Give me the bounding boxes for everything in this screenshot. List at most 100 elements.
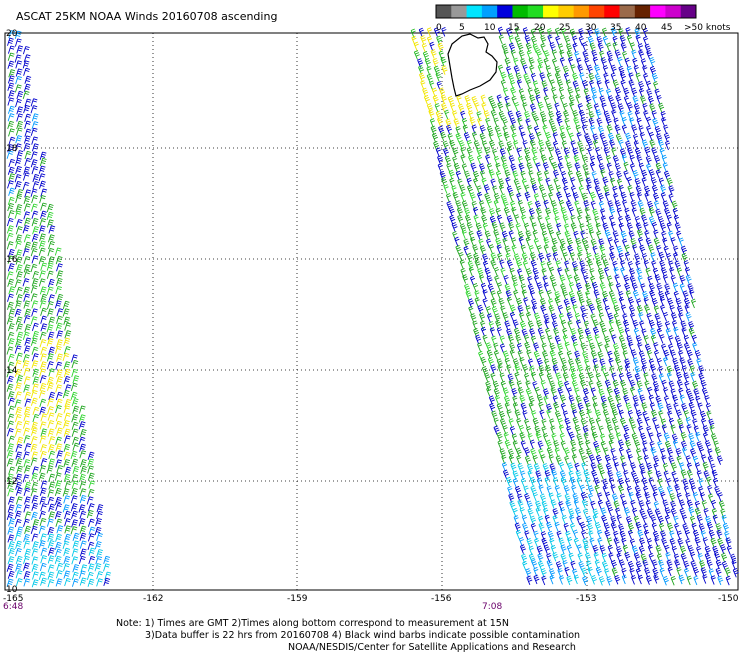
wind-barb bbox=[609, 365, 615, 376]
wind-barb bbox=[515, 223, 521, 233]
wind-barb bbox=[647, 544, 653, 555]
wind-barb bbox=[537, 101, 544, 112]
wind-barb bbox=[676, 230, 682, 241]
wind-barb bbox=[623, 161, 629, 172]
wind-barb bbox=[63, 435, 71, 444]
wind-barb bbox=[616, 207, 622, 218]
wind-barb bbox=[572, 72, 579, 83]
wind-barb bbox=[30, 488, 38, 497]
wind-barb bbox=[547, 184, 554, 194]
wind-barb bbox=[15, 406, 23, 416]
wind-barb bbox=[677, 418, 684, 428]
wind-barb bbox=[633, 402, 639, 412]
wind-barb bbox=[516, 259, 523, 270]
wind-barb bbox=[23, 540, 31, 549]
wind-barb bbox=[38, 240, 46, 249]
wind-barb bbox=[543, 95, 549, 106]
wind-barb bbox=[604, 379, 611, 390]
wind-barb bbox=[669, 304, 675, 315]
wind-barb bbox=[500, 71, 507, 82]
wind-barb bbox=[569, 252, 576, 262]
wind-barb bbox=[523, 73, 530, 83]
wind-barb bbox=[15, 570, 23, 579]
wind-barb bbox=[645, 575, 652, 585]
wind-barb bbox=[562, 372, 569, 382]
wind-barb bbox=[461, 163, 467, 173]
wind-barb bbox=[631, 207, 637, 217]
wind-barb bbox=[31, 300, 39, 309]
wind-barb bbox=[500, 79, 506, 90]
wind-barb bbox=[502, 312, 509, 322]
wind-barb bbox=[498, 140, 505, 151]
wind-barb bbox=[474, 297, 480, 307]
wind-barb bbox=[633, 515, 639, 526]
wind-barb bbox=[31, 308, 38, 317]
wind-barb bbox=[64, 577, 71, 587]
wind-barb bbox=[573, 230, 579, 241]
wind-barb bbox=[493, 417, 499, 427]
wind-barb bbox=[441, 176, 448, 187]
wind-barb bbox=[634, 147, 641, 158]
wind-barb bbox=[572, 109, 579, 120]
wind-barb bbox=[623, 87, 630, 98]
wind-barb bbox=[23, 451, 30, 460]
wind-barb bbox=[477, 267, 484, 278]
wind-barb bbox=[626, 102, 633, 112]
wind-barb bbox=[31, 210, 39, 219]
legend-label: 45 bbox=[661, 23, 672, 33]
wind-barb bbox=[499, 259, 505, 270]
wind-barb bbox=[657, 515, 664, 526]
wind-barb bbox=[615, 356, 622, 367]
wind-barb bbox=[15, 286, 23, 296]
wind-barb bbox=[629, 275, 636, 285]
wind-barb bbox=[640, 469, 646, 479]
wind-barb bbox=[663, 395, 670, 406]
wind-barb bbox=[539, 409, 545, 420]
wind-barb bbox=[23, 166, 31, 175]
wind-barb bbox=[506, 141, 513, 151]
wind-barb bbox=[535, 162, 541, 172]
wind-barb bbox=[39, 435, 47, 444]
wind-barb bbox=[676, 342, 683, 352]
wind-barb bbox=[639, 537, 646, 548]
wind-barb bbox=[524, 111, 531, 121]
wind-barb bbox=[517, 42, 524, 53]
wind-barb bbox=[575, 357, 582, 367]
wind-barb bbox=[15, 443, 23, 453]
lon-label-156: -156 bbox=[431, 594, 452, 604]
wind-barb bbox=[680, 545, 687, 556]
wind-barb bbox=[48, 391, 56, 401]
wind-barb bbox=[627, 147, 634, 157]
wind-barb bbox=[670, 312, 677, 322]
wind-barb bbox=[24, 120, 31, 129]
wind-barb bbox=[508, 42, 515, 53]
wind-barb bbox=[466, 221, 473, 232]
wind-barb bbox=[643, 73, 649, 83]
wind-barb bbox=[666, 177, 673, 188]
wind-barb bbox=[103, 555, 111, 565]
wind-barb bbox=[497, 101, 504, 112]
wind-barb bbox=[602, 409, 609, 419]
wind-barb bbox=[595, 417, 601, 428]
wind-barb bbox=[732, 567, 739, 578]
wind-barb bbox=[542, 162, 549, 172]
wind-barb bbox=[567, 87, 574, 97]
wind-barb bbox=[679, 357, 686, 367]
wind-barb bbox=[46, 376, 54, 386]
wind-barb bbox=[31, 113, 39, 122]
wind-barb bbox=[6, 225, 14, 234]
wind-barb bbox=[577, 552, 583, 563]
wind-barb bbox=[46, 262, 54, 271]
wind-barb bbox=[550, 386, 557, 397]
wind-barb bbox=[513, 515, 519, 525]
wind-barb bbox=[515, 447, 522, 458]
wind-barb bbox=[72, 532, 80, 542]
wind-barb bbox=[604, 343, 610, 354]
wind-barb bbox=[560, 357, 567, 368]
wind-barb bbox=[549, 266, 555, 277]
wind-barb bbox=[468, 298, 475, 308]
wind-barb bbox=[16, 90, 24, 100]
wind-barb bbox=[650, 328, 657, 338]
wind-barb bbox=[55, 322, 63, 331]
wind-barb bbox=[96, 532, 103, 542]
